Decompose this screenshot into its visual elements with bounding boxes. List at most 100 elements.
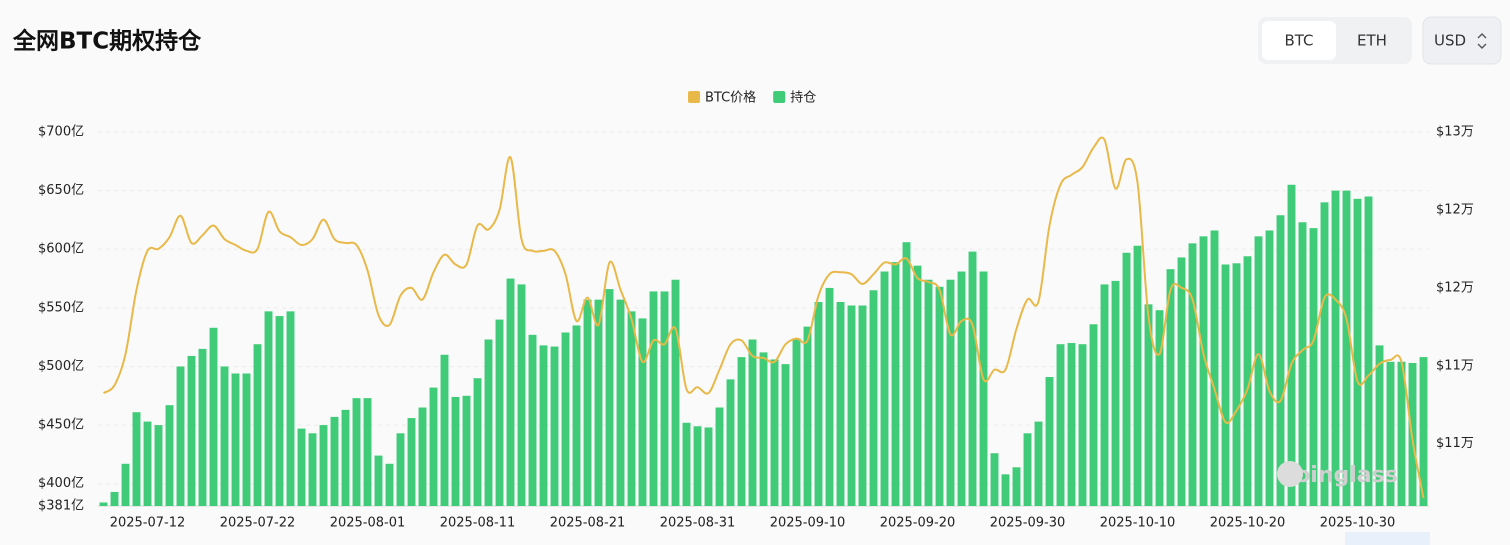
bar	[737, 357, 746, 506]
y2-tick-label: $12万	[1436, 202, 1474, 217]
bar	[627, 311, 636, 506]
bar	[913, 265, 922, 506]
bar	[187, 355, 196, 506]
bar	[693, 426, 702, 506]
bar	[1023, 433, 1032, 506]
bar	[297, 428, 306, 506]
bar	[385, 463, 394, 506]
bar	[220, 366, 229, 506]
bar	[1298, 222, 1307, 506]
y2-tick-label: $11万	[1436, 358, 1474, 373]
tab-eth[interactable]: ETH	[1357, 32, 1387, 50]
bar	[1133, 245, 1142, 507]
bar	[209, 327, 218, 506]
bar	[330, 416, 339, 506]
bar	[275, 316, 284, 506]
legend-swatch	[773, 91, 786, 103]
bar	[957, 271, 966, 506]
bar	[770, 359, 779, 506]
x-tick-label: 2025-10-10	[1100, 516, 1176, 531]
bar	[825, 287, 834, 506]
bar	[1276, 215, 1285, 506]
y-tick-label: $500亿	[38, 359, 84, 374]
price-line	[102, 136, 1425, 499]
bar	[1221, 264, 1230, 506]
bar	[726, 379, 735, 506]
bar	[1243, 256, 1252, 506]
bar	[814, 302, 823, 506]
y2-tick-label: $11万	[1436, 436, 1474, 451]
y-tick-label: $450亿	[38, 418, 84, 433]
bar	[1067, 343, 1076, 506]
x-tick-label: 2025-09-30	[990, 516, 1066, 531]
bar	[121, 463, 130, 506]
y2-tick-label: $12万	[1436, 280, 1474, 295]
page-title: 全网BTC期权持仓	[12, 28, 202, 55]
bar	[264, 311, 273, 506]
bar	[902, 242, 911, 506]
currency-label[interactable]: USD	[1434, 32, 1466, 50]
bar	[451, 396, 460, 506]
bar	[1089, 324, 1098, 506]
bar	[869, 290, 878, 506]
bar	[836, 302, 845, 506]
x-tick-label: 2025-07-12	[110, 516, 186, 531]
bar	[143, 421, 152, 506]
bar	[671, 279, 680, 506]
bar	[1287, 184, 1296, 507]
select-chevron	[1477, 33, 1487, 49]
legend-label: BTC价格	[705, 90, 756, 106]
x-tick-label: 2025-08-01	[330, 516, 406, 531]
bar	[682, 422, 691, 506]
y-tick-label: $381亿	[38, 499, 84, 514]
bar	[1056, 344, 1065, 506]
bar	[396, 433, 405, 506]
bar	[583, 299, 592, 506]
tab-btc[interactable]: BTC	[1284, 32, 1313, 50]
bar	[660, 291, 669, 506]
currency-select[interactable]	[1422, 16, 1502, 65]
bar	[341, 409, 350, 506]
bar	[715, 407, 724, 506]
bar	[1254, 236, 1263, 506]
bar	[1012, 467, 1021, 506]
y-tick-label: $700亿	[38, 125, 84, 140]
bar	[506, 278, 515, 506]
bar	[154, 425, 163, 506]
bar	[473, 378, 482, 506]
bar	[704, 427, 713, 506]
x-tick-label: 2025-08-31	[660, 516, 736, 531]
bar	[440, 354, 449, 506]
bar	[110, 491, 119, 506]
bar	[539, 345, 548, 506]
bar	[561, 332, 570, 506]
bar	[407, 418, 416, 506]
bar	[1188, 243, 1197, 506]
bar	[319, 425, 328, 506]
bar	[649, 291, 658, 506]
bar	[1034, 421, 1043, 506]
bar	[198, 348, 207, 506]
bar	[979, 271, 988, 506]
legend-label: 持仓	[790, 91, 816, 106]
bar	[1331, 190, 1340, 506]
bar	[759, 352, 768, 506]
bar	[1265, 230, 1274, 506]
bar	[1078, 344, 1087, 506]
bar	[429, 387, 438, 506]
x-tick-label: 2025-09-10	[770, 516, 846, 531]
y-tick-label: $400亿	[38, 476, 84, 491]
bar	[308, 433, 317, 506]
x-tick-label: 2025-10-20	[1210, 516, 1286, 531]
bar	[891, 262, 900, 506]
bar	[1320, 202, 1329, 506]
bar	[374, 455, 383, 506]
tab-active[interactable]	[1262, 21, 1336, 60]
bar	[1001, 474, 1010, 506]
bar	[1166, 269, 1175, 506]
bar	[880, 271, 889, 506]
scroll-hint	[1345, 532, 1430, 545]
bar	[418, 407, 427, 506]
bar	[286, 311, 295, 506]
bar	[935, 286, 944, 506]
